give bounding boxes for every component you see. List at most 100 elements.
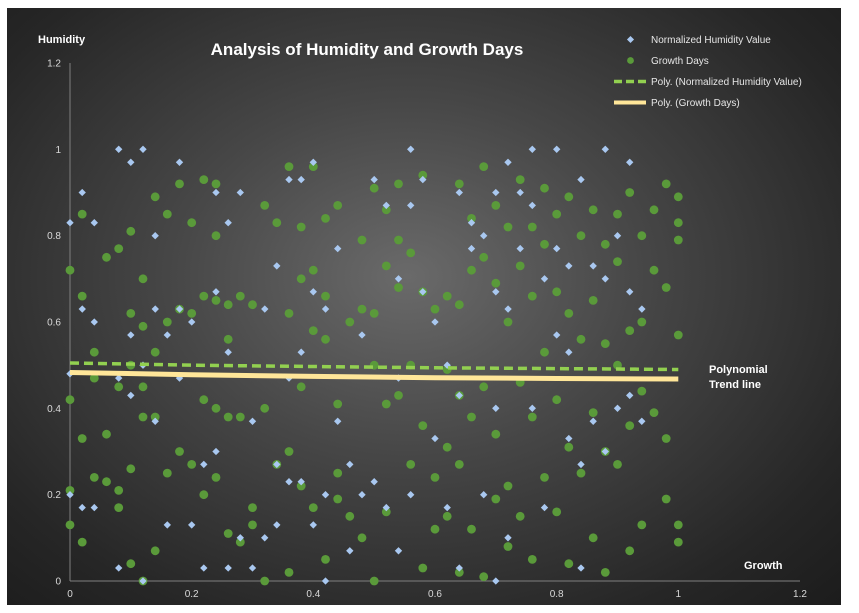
growth-days-point	[625, 546, 635, 556]
humidity-point	[212, 288, 220, 296]
growth-days-point	[418, 563, 428, 573]
growth-days-point	[138, 382, 148, 392]
growth-days-point	[126, 309, 136, 318]
humidity-point	[504, 305, 512, 313]
humidity-point	[297, 478, 305, 486]
growth-days-point	[673, 218, 683, 228]
humidity-point	[394, 547, 403, 555]
x-tick-label: 0.2	[185, 589, 199, 600]
growth-days-point	[454, 460, 464, 469]
humidity-point	[321, 491, 330, 499]
legend-growth-label: Growth Days	[651, 56, 709, 67]
growth-days-point	[150, 347, 160, 357]
humidity-point	[309, 521, 317, 529]
humidity-point	[248, 417, 257, 425]
growth-days-point	[65, 395, 75, 405]
growth-days-point	[187, 218, 197, 228]
growth-days-point	[479, 572, 489, 582]
growth-days-point	[369, 576, 379, 586]
humidity-point	[273, 521, 281, 529]
humidity-point	[638, 305, 646, 313]
humidity-point	[638, 417, 646, 425]
humidity-point	[626, 158, 634, 166]
x-tick-label: 0.6	[428, 589, 442, 600]
growth-days-point	[515, 511, 525, 521]
growth-days-point	[637, 520, 647, 530]
growth-days-point	[467, 265, 476, 275]
humidity-point	[188, 318, 196, 326]
humidity-point	[382, 503, 390, 512]
humidity-point	[127, 158, 135, 166]
growth-days-point	[661, 434, 671, 443]
growth-days-point	[321, 214, 330, 223]
growth-days-point	[588, 205, 598, 215]
humidity-point	[540, 503, 549, 512]
growth-days-point	[296, 222, 306, 232]
humidity-point	[321, 577, 330, 585]
growth-days-point	[211, 403, 221, 413]
growth-days-point	[199, 490, 209, 500]
growth-days-point	[673, 192, 683, 202]
humidity-point	[200, 564, 208, 572]
x-tick-label: 0.8	[550, 589, 564, 600]
humidity-point	[431, 434, 439, 443]
y-tick-label: 0.2	[47, 490, 61, 501]
growth-days-point	[540, 347, 549, 357]
chart-area: 0 0.2 0.4 0.6 0.8 1 1.2 0 0.2 0.4 0.6 0.8 1 1.2 Anal…	[7, 8, 841, 605]
humidity-point	[261, 534, 269, 542]
growth-days-point	[673, 330, 683, 340]
humidity-point	[212, 188, 220, 197]
growth-days-point	[661, 179, 671, 189]
growth-days-point	[345, 511, 355, 521]
growth-days-point	[576, 334, 586, 344]
growth-days-point	[467, 214, 476, 223]
humidity-point	[565, 348, 573, 356]
chart-title: Analysis of Humidity and Growth Days	[211, 40, 524, 59]
growth-days-point	[114, 382, 124, 392]
growth-days-point	[503, 542, 513, 551]
trend-lines	[69, 361, 679, 382]
growth-days-point	[248, 520, 257, 530]
humidity-point	[224, 564, 232, 572]
growth-days-point	[211, 179, 221, 189]
growth-days-point	[430, 473, 440, 482]
growth-days-point	[308, 265, 318, 275]
humidity-point	[297, 348, 305, 356]
growth-days-point	[333, 399, 343, 409]
humidity-point	[626, 391, 634, 400]
growth-days-point	[357, 235, 367, 245]
growth-days-point	[430, 304, 440, 314]
humidity-point	[492, 288, 500, 296]
growth-days-point	[600, 239, 610, 249]
growth-days-point	[381, 399, 391, 409]
humidity-point	[127, 331, 135, 339]
legend-humidity-marker	[626, 35, 635, 44]
growth-days-point	[588, 408, 598, 417]
growth-days-point	[588, 533, 598, 543]
growth-days-point	[637, 386, 647, 396]
humidity-point	[334, 244, 342, 253]
growth-days-point	[150, 412, 160, 422]
humidity-point	[346, 547, 354, 555]
humidity-point	[601, 275, 609, 283]
growth-days-point	[223, 300, 233, 310]
growth-days-point	[381, 507, 391, 517]
growth-days-point	[308, 162, 318, 172]
growth-days-point	[296, 274, 306, 284]
growth-days-point	[394, 179, 403, 189]
humidity-point	[334, 417, 342, 425]
growth-days-point	[491, 429, 501, 439]
x-tick-label: 1.2	[793, 589, 807, 600]
x-tick-label: 0.4	[306, 589, 320, 600]
humidity-point	[516, 244, 524, 253]
growth-days-point	[284, 447, 294, 456]
growth-days-point	[126, 464, 136, 474]
growth-days-point	[248, 300, 257, 310]
humidity-point	[419, 288, 427, 296]
growth-days-point	[442, 511, 452, 521]
growth-days-point	[406, 460, 416, 469]
growth-days-point	[162, 209, 172, 219]
humidity-point	[358, 331, 366, 339]
y-tick-label: 0	[55, 577, 61, 588]
growth-days-point	[613, 460, 622, 469]
